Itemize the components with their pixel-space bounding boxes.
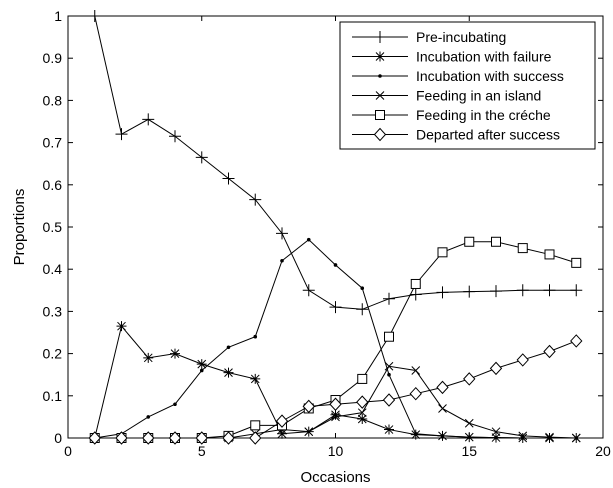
marker-square	[492, 237, 501, 246]
marker-square	[411, 279, 420, 288]
marker-dot	[378, 74, 382, 78]
marker-asterisk	[250, 374, 260, 384]
marker-x	[439, 404, 447, 412]
marker-dot	[494, 436, 498, 440]
x-axis-label: Occasions	[300, 469, 370, 486]
y-tick-label: 1	[54, 8, 62, 24]
marker-square	[385, 332, 394, 341]
marker-plus	[463, 286, 475, 298]
x-tick-label: 0	[64, 443, 72, 459]
marker-plus	[410, 289, 422, 301]
marker-plus	[116, 128, 128, 140]
marker-diamond	[384, 394, 395, 406]
y-tick-label: 0.3	[43, 303, 63, 319]
marker-diamond	[410, 388, 421, 400]
marker-asterisk	[143, 353, 153, 363]
marker-diamond	[544, 345, 555, 357]
legend-label: Feeding in an island	[416, 88, 541, 104]
marker-dot	[280, 259, 284, 263]
x-tick-label: 5	[198, 443, 206, 459]
y-tick-label: 0.7	[43, 135, 63, 151]
marker-plus	[383, 293, 395, 305]
legend-label: Incubation with success	[416, 68, 564, 84]
marker-square	[518, 244, 527, 253]
y-tick-label: 0.8	[43, 92, 63, 108]
marker-dot	[414, 432, 418, 436]
marker-plus	[303, 284, 315, 296]
marker-diamond	[437, 381, 448, 393]
marker-plus	[196, 151, 208, 163]
marker-dot	[360, 286, 364, 290]
marker-dot	[227, 345, 231, 349]
y-tick-label: 0.6	[43, 177, 63, 193]
marker-plus	[437, 286, 449, 298]
marker-plus	[276, 227, 288, 239]
marker-diamond	[571, 335, 582, 347]
marker-dot	[307, 238, 311, 242]
marker-asterisk	[224, 368, 234, 378]
marker-square	[465, 237, 474, 246]
marker-asterisk	[117, 321, 127, 331]
marker-square	[438, 248, 447, 257]
marker-square	[358, 374, 367, 383]
marker-square	[572, 258, 581, 267]
series-line	[95, 341, 577, 438]
marker-plus	[249, 194, 261, 206]
marker-plus	[544, 284, 556, 296]
marker-diamond	[491, 362, 502, 374]
legend-label: Pre-incubating	[416, 29, 506, 45]
series-5	[89, 335, 582, 444]
legend-label: Departed after success	[416, 127, 560, 143]
marker-plus	[330, 301, 342, 313]
marker-asterisk	[170, 349, 180, 359]
legend: Pre-incubating Incubation with failure Inc…	[340, 22, 595, 149]
marker-diamond	[250, 432, 261, 444]
x-tick-label: 20	[595, 443, 611, 459]
marker-plus	[89, 10, 101, 22]
marker-dot	[334, 263, 338, 267]
x-tick-label: 10	[328, 443, 344, 459]
y-tick-label: 0	[54, 430, 62, 446]
series-line	[95, 326, 577, 438]
legend-label: Feeding in the créche	[416, 107, 551, 123]
marker-square	[251, 421, 260, 430]
y-tick-label: 0.4	[43, 261, 63, 277]
marker-plus	[490, 285, 502, 297]
marker-plus	[570, 284, 582, 296]
marker-plus	[142, 113, 154, 125]
y-axis-label: Proportions	[11, 189, 28, 266]
marker-plus	[517, 284, 529, 296]
marker-plus	[169, 130, 181, 142]
marker-dot	[467, 435, 471, 439]
marker-dot	[387, 373, 391, 377]
marker-dot	[146, 415, 150, 419]
marker-diamond	[517, 354, 528, 366]
marker-dot	[441, 434, 445, 438]
marker-asterisk	[384, 425, 394, 435]
y-tick-label: 0.9	[43, 50, 63, 66]
marker-square	[376, 111, 385, 120]
marker-plus	[356, 303, 368, 315]
marker-dot	[200, 369, 204, 373]
marker-diamond	[464, 373, 475, 385]
marker-x	[465, 419, 473, 427]
marker-plus	[223, 172, 235, 184]
y-tick-label: 0.1	[43, 388, 63, 404]
marker-asterisk	[375, 52, 385, 62]
marker-dot	[253, 335, 257, 339]
legend-label: Incubation with failure	[416, 49, 552, 65]
x-tick-label: 15	[461, 443, 477, 459]
marker-square	[545, 250, 554, 259]
series-1	[90, 321, 582, 443]
marker-dot	[173, 402, 177, 406]
y-tick-label: 0.5	[43, 219, 63, 235]
y-tick-label: 0.2	[43, 346, 63, 362]
